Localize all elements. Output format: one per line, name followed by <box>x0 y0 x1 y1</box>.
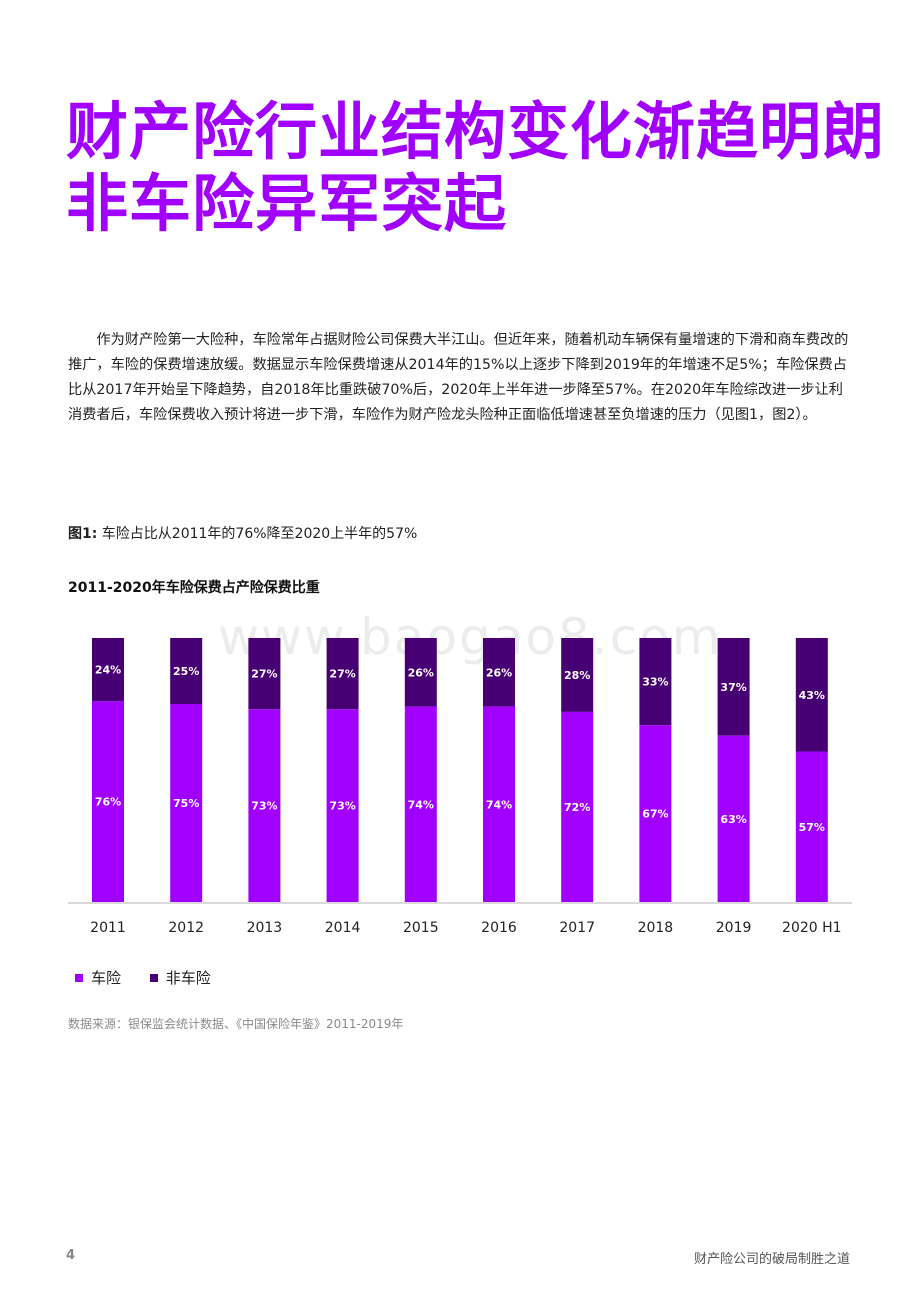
data-label-car-2018: 67% <box>642 808 668 821</box>
watermark: www.baogao8.com <box>218 608 723 666</box>
x-tick-label-2020 H1: 2020 H1 <box>782 920 842 936</box>
bar-non-car-2019 <box>717 638 750 736</box>
figure-caption-text: 车险占比从2011年的76%降至2020上半年的57% <box>101 526 418 542</box>
bar-non-car-2020 H1 <box>795 638 828 752</box>
legend-label-non-car: 非车险 <box>165 969 211 987</box>
legend-swatch-car <box>75 973 83 982</box>
bar-non-car-2013 <box>248 638 281 710</box>
stacked-bar-chart: 24% 76% 2011 25% 75% 2012 27% 73% 2013 27% 73% 2014… <box>68 638 852 936</box>
data-label-non-car-2019: 37% <box>720 681 746 694</box>
data-label-car-2014: 73% <box>329 800 355 813</box>
headline-line-2: 非车险异军突起 <box>66 167 508 240</box>
data-label-car-2019: 63% <box>720 813 746 826</box>
bar-car-2018 <box>639 725 672 902</box>
headline-line-1: 财产险行业结构变化渐趋明朗 <box>66 95 886 168</box>
bar-non-car-2016 <box>483 638 515 707</box>
data-label-car-2011: 76% <box>95 796 121 809</box>
x-tick-label-2016: 2016 <box>481 920 517 936</box>
x-tick-label-2012: 2012 <box>168 920 204 936</box>
figure-caption: 图1: 车险占比从2011年的76%降至2020上半年的57% <box>68 523 417 543</box>
x-tick-label-2017: 2017 <box>559 920 595 936</box>
data-label-car-2012: 75% <box>173 797 199 810</box>
bar-non-car-2012 <box>170 638 203 704</box>
chart-title: 2011-2020年车险保费占产险保费比重 <box>68 580 320 596</box>
bar-non-car-2017 <box>561 638 594 712</box>
data-label-non-car-2016: 26% <box>486 666 512 679</box>
data-label-car-2017: 72% <box>564 801 590 814</box>
x-tick-label-2018: 2018 <box>638 920 674 936</box>
data-label-non-car-2014: 27% <box>329 668 355 681</box>
body-paragraph: 作为财产险第一大险种，车险常年占据财险公司保费大半江山。但近年来，随着机动车辆保… <box>68 332 849 423</box>
data-label-car-2020 H1: 57% <box>799 821 825 834</box>
bar-car-2016 <box>483 706 515 902</box>
x-tick-label-2015: 2015 <box>403 920 439 936</box>
x-tick-label-2019: 2019 <box>716 920 752 936</box>
x-tick-label-2014: 2014 <box>325 920 361 936</box>
bar-car-2013 <box>248 709 281 902</box>
data-label-car-2015: 74% <box>408 798 434 811</box>
x-tick-label-2013: 2013 <box>247 920 283 936</box>
data-label-non-car-2011: 24% <box>95 664 121 677</box>
data-label-non-car-2013: 27% <box>251 668 277 681</box>
bar-non-car-2018 <box>639 638 672 726</box>
x-tick-label-2011: 2011 <box>90 920 126 936</box>
legend-label-car: 车险 <box>91 969 122 987</box>
bar-non-car-2011 <box>92 638 124 702</box>
data-source-note: 数据来源：银保监会统计数据、《中国保险年鉴》2011-2019年 <box>68 1017 404 1031</box>
data-label-non-car-2012: 25% <box>173 665 199 678</box>
legend-swatch-non-car <box>149 973 158 982</box>
data-label-non-car-2015: 26% <box>408 666 434 679</box>
bar-car-2017 <box>561 711 594 902</box>
data-label-car-2016: 74% <box>486 798 512 811</box>
bar-car-2011 <box>92 701 124 902</box>
legend-item-car: 车险 <box>75 967 121 988</box>
bar-car-2014 <box>326 709 359 902</box>
data-label-non-car-2018: 33% <box>642 676 668 689</box>
data-label-car-2013: 73% <box>251 800 277 813</box>
legend-item-non-car: 非车险 <box>149 967 211 988</box>
bar-car-2019 <box>717 735 750 902</box>
footer-title: 财产险公司的破局制胜之道 <box>693 1252 850 1267</box>
data-label-non-car-2017: 28% <box>564 669 590 682</box>
chart-legend: 车险 非车险 <box>75 967 235 988</box>
bar-car-2020 H1 <box>795 751 828 902</box>
page-number: 4 <box>66 1248 76 1263</box>
bar-non-car-2015 <box>404 638 437 707</box>
bar-non-car-2014 <box>326 638 359 710</box>
bar-car-2015 <box>404 706 437 902</box>
headline: 财产险行业结构变化渐趋明朗 非车险异军突起 <box>66 96 885 240</box>
bar-car-2012 <box>170 704 203 902</box>
data-label-non-car-2020 H1: 43% <box>799 689 825 702</box>
figure-label: 图1: <box>68 526 98 542</box>
